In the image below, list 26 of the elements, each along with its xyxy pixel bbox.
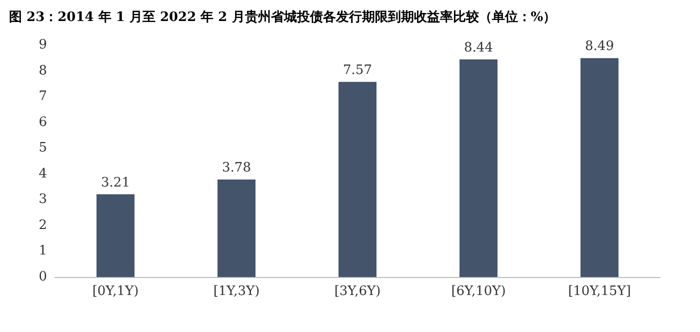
bar: [580, 58, 618, 277]
data-label: 3.21: [101, 175, 130, 190]
data-label: 3.78: [222, 160, 251, 176]
chart-title: 图 23：2014 年 1 月至 2022 年 2 月贵州省城投债各发行期限到期收益率比较（单位：%）: [9, 9, 556, 25]
y-tick-label: 6: [38, 114, 47, 130]
y-tick-label: 2: [38, 218, 47, 233]
bar: [338, 82, 376, 277]
x-tick-label: [10Y,15Y]: [568, 284, 631, 299]
y-tick-label: 8: [38, 63, 47, 78]
y-tick-label: 3: [38, 192, 47, 208]
y-tick-label: 4: [38, 166, 47, 182]
x-tick-label: [6Y,10Y): [451, 284, 506, 299]
x-tick-label: [1Y,3Y): [213, 284, 260, 299]
y-tick-label: 0: [38, 270, 47, 284]
y-tick-label: 1: [38, 244, 47, 259]
y-tick-label: 5: [38, 140, 47, 156]
y-tick-label: 9: [38, 38, 47, 52]
data-label: 8.49: [585, 39, 614, 54]
x-tick-label: [3Y,6Y): [334, 284, 381, 299]
data-label: 7.57: [343, 62, 372, 78]
x-tick-label: [0Y,1Y): [92, 284, 139, 299]
bar: [96, 194, 134, 277]
y-tick-label: 7: [38, 89, 47, 104]
bar: [218, 180, 256, 277]
bar: [460, 59, 498, 277]
data-label: 8.44: [464, 40, 493, 56]
